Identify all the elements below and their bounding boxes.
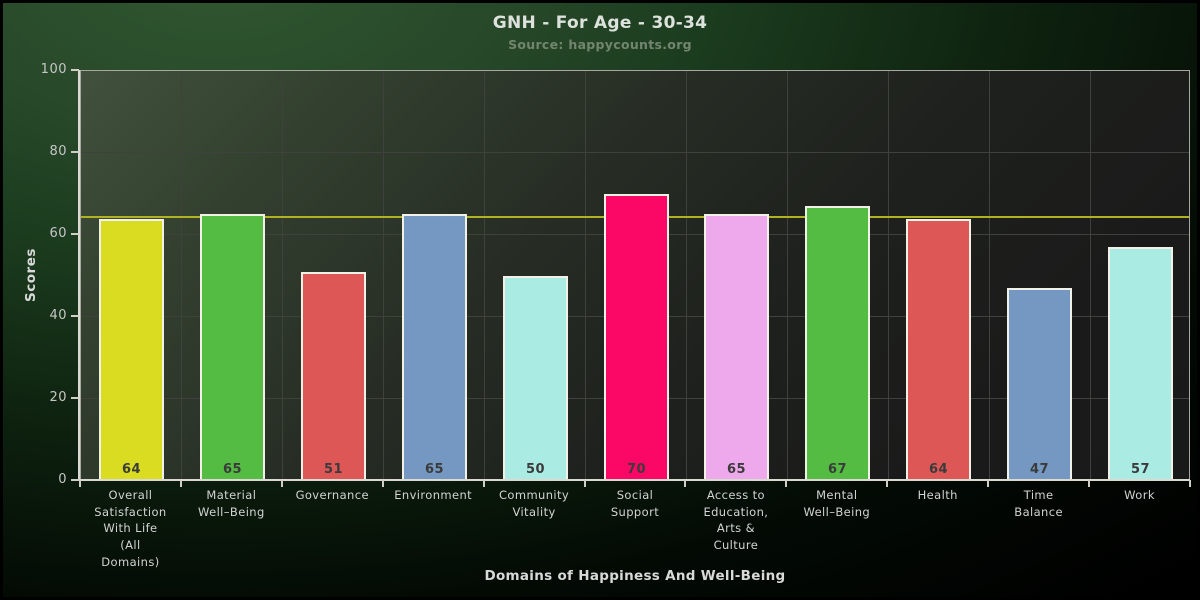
gridline-vertical (887, 71, 889, 479)
x-tick-mark (79, 480, 81, 487)
bar-value-label: 57 (1130, 462, 1151, 477)
gridline-vertical (383, 71, 385, 479)
x-tick-mark (886, 480, 889, 487)
y-tick-mark (71, 233, 79, 235)
y-tick-label: 60 (49, 226, 67, 241)
x-tick-mark (179, 480, 182, 487)
x-category-label: Time Balance (1014, 488, 1063, 519)
x-category-label: Overall Satisfaction With Life (All Doma… (94, 488, 167, 569)
bar-value-label: 65 (424, 462, 445, 477)
bar: 65 (200, 214, 265, 481)
gridline-vertical (484, 71, 486, 479)
x-category-label: Governance (295, 488, 369, 502)
y-tick-label: 100 (40, 62, 67, 77)
y-axis-line (78, 70, 80, 480)
x-category-label: Health (917, 488, 958, 502)
gridline-vertical (1089, 71, 1091, 479)
y-tick-label: 80 (49, 144, 67, 159)
gridline-vertical (988, 71, 990, 479)
chart-subtitle: Source: happycounts.org (508, 37, 692, 52)
bar: 65 (704, 214, 769, 481)
bar: 50 (503, 276, 568, 481)
x-category-label: Social Support (610, 488, 660, 519)
bar-value-label: 51 (323, 462, 344, 477)
x-category-label: Environment (394, 488, 473, 502)
bar: 64 (99, 219, 164, 481)
gridline-horizontal (81, 152, 1189, 153)
x-tick-mark (482, 480, 485, 487)
gridline-vertical (282, 71, 284, 479)
x-tick-mark (1088, 480, 1091, 487)
bar-value-label: 67 (827, 462, 848, 477)
bar-value-label: 65 (222, 462, 243, 477)
y-tick-mark (71, 315, 79, 317)
y-axis-title: Scores (23, 248, 39, 302)
bar-value-label: 64 (121, 462, 142, 477)
y-tick-mark (71, 69, 79, 71)
x-axis-line (78, 479, 1190, 481)
gridline-vertical (685, 71, 687, 479)
bar: 65 (402, 214, 467, 481)
x-category-label: Community Vitality (498, 488, 570, 519)
x-category-label: Material Well–Being (198, 488, 265, 519)
y-tick-label: 20 (49, 390, 67, 405)
chart-title: GNH - For Age - 30-34 (492, 13, 708, 33)
gridline-vertical (786, 71, 788, 479)
bar: 57 (1108, 247, 1173, 481)
x-tick-mark (785, 480, 788, 487)
bar-value-label: 70 (626, 462, 647, 477)
bar-value-label: 47 (1029, 462, 1050, 477)
plot-area: 64 65 51 65 50 70 65 67 64 47 57 (80, 70, 1190, 481)
y-tick-label: 40 (49, 308, 67, 323)
x-axis-title: Domains of Happiness And Well-Being (484, 568, 786, 584)
x-tick-mark (684, 480, 687, 487)
bar-value-label: 64 (928, 462, 949, 477)
bar: 67 (805, 206, 870, 481)
x-tick-mark (1189, 480, 1191, 487)
y-tick-mark (71, 151, 79, 153)
bar-value-label: 65 (726, 462, 747, 477)
bar: 70 (604, 194, 669, 481)
y-tick-mark (71, 397, 79, 399)
bar: 47 (1007, 288, 1072, 481)
x-tick-mark (583, 480, 586, 487)
x-category-label: Work (1124, 488, 1155, 502)
gridline-vertical (181, 71, 183, 479)
x-category-label: Mental Well–Being (803, 488, 871, 519)
x-tick-mark (381, 480, 384, 487)
gridline-vertical (585, 71, 587, 479)
y-tick-label: 0 (58, 472, 67, 487)
bar: 64 (906, 219, 971, 481)
x-tick-mark (280, 480, 283, 487)
y-tick-mark (71, 479, 79, 481)
bar: 51 (301, 272, 366, 481)
x-category-label: Access to Education, Arts & Culture (703, 488, 769, 553)
x-tick-mark (987, 480, 990, 487)
bar-value-label: 50 (525, 462, 546, 477)
